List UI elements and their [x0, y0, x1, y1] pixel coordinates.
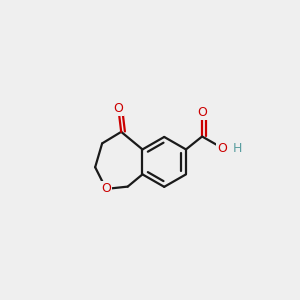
Text: O: O	[113, 102, 123, 115]
Text: H: H	[232, 142, 242, 154]
Text: O: O	[218, 142, 227, 154]
Text: O: O	[197, 106, 207, 119]
Text: O: O	[101, 182, 111, 195]
